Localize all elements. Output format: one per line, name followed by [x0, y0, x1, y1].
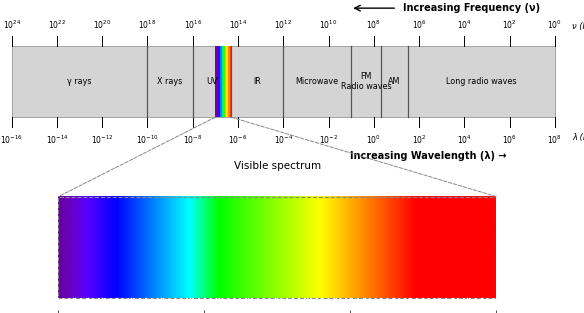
Text: $10^{22}$: $10^{22}$ [48, 18, 66, 31]
Text: $10^{8}$: $10^{8}$ [366, 18, 381, 31]
Text: X rays: X rays [158, 77, 183, 86]
Text: AM: AM [388, 77, 400, 86]
Text: $10^{-8}$: $10^{-8}$ [183, 133, 203, 146]
Text: $10^{6}$: $10^{6}$ [412, 18, 426, 31]
Text: $10^{2}$: $10^{2}$ [502, 18, 517, 31]
Text: $10^{6}$: $10^{6}$ [502, 133, 517, 146]
Bar [228, 46, 230, 117]
Bar [220, 46, 222, 117]
Text: $10^{-14}$: $10^{-14}$ [46, 133, 68, 146]
Bar [227, 46, 228, 117]
Bar [217, 46, 218, 117]
Text: Visible spectrum: Visible spectrum [234, 161, 321, 171]
Text: $10^{0}$: $10^{0}$ [366, 133, 381, 146]
Text: $10^{18}$: $10^{18}$ [138, 18, 157, 31]
Text: $10^{-2}$: $10^{-2}$ [319, 133, 338, 146]
Text: IR: IR [253, 77, 261, 86]
Text: UV: UV [206, 77, 218, 86]
Text: $10^{14}$: $10^{14}$ [229, 18, 247, 31]
Text: $10^{8}$: $10^{8}$ [547, 133, 562, 146]
Text: Increasing Frequency (ν): Increasing Frequency (ν) [403, 3, 540, 13]
Bar [222, 46, 223, 117]
Text: $10^{2}$: $10^{2}$ [412, 133, 426, 146]
Text: λ (m): λ (m) [572, 133, 584, 142]
Text: $10^{-10}$: $10^{-10}$ [136, 133, 159, 146]
Text: $10^{0}$: $10^{0}$ [547, 18, 562, 31]
Text: FM
Radio waves: FM Radio waves [340, 72, 391, 91]
Text: Microwave: Microwave [296, 77, 339, 86]
Text: $10^{16}$: $10^{16}$ [183, 18, 202, 31]
Text: Long radio waves: Long radio waves [446, 77, 516, 86]
Text: $10^{4}$: $10^{4}$ [457, 133, 472, 146]
Bar [230, 46, 231, 117]
Bar [215, 46, 217, 117]
Text: $10^{24}$: $10^{24}$ [2, 18, 21, 31]
Bar [218, 46, 220, 117]
Text: $10^{-4}$: $10^{-4}$ [273, 133, 293, 146]
Text: $10^{12}$: $10^{12}$ [274, 18, 292, 31]
Bar [12, 46, 555, 117]
Bar [225, 46, 227, 117]
Text: $10^{-6}$: $10^{-6}$ [228, 133, 248, 146]
Text: $10^{20}$: $10^{20}$ [93, 18, 112, 31]
Text: $10^{-12}$: $10^{-12}$ [91, 133, 113, 146]
Bar [223, 46, 225, 117]
Text: ν (Hz): ν (Hz) [572, 22, 584, 31]
Bar [58, 197, 496, 298]
Text: $10^{-16}$: $10^{-16}$ [0, 133, 23, 146]
Text: γ rays: γ rays [67, 77, 92, 86]
Text: $10^{4}$: $10^{4}$ [457, 18, 472, 31]
Text: $10^{10}$: $10^{10}$ [319, 18, 338, 31]
Text: Increasing Wavelength (λ) →: Increasing Wavelength (λ) → [350, 151, 507, 161]
